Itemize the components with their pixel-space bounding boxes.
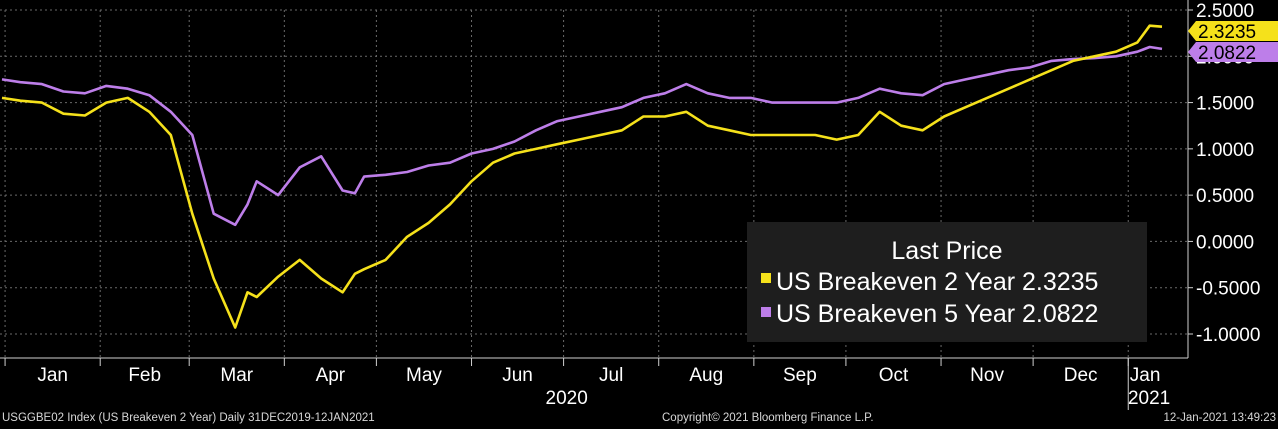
x-tick-label: Jan: [1130, 365, 1161, 386]
legend-box: [747, 222, 1147, 342]
x-tick-label: Feb: [128, 365, 161, 386]
x-axis: Jan Feb Mar Apr May Jun Jul Aug Sep Oct Nov Dec Jan2…: [0, 357, 1188, 410]
legend-title: Last Price: [891, 237, 1002, 265]
series-line-1: [1, 24, 1163, 329]
x-tick-label: May: [406, 365, 442, 386]
legend-swatch-1: [761, 273, 771, 283]
y-tick-label: 1.5000: [1196, 94, 1254, 115]
series-line-2: [1, 45, 1163, 227]
x-tick-label: Mar: [220, 365, 253, 386]
x-tick-label: Sep: [783, 365, 817, 386]
value-tag-box: [1196, 42, 1278, 62]
chart-background: [0, 0, 1278, 410]
x-tick-label: Jan: [37, 365, 68, 386]
value-tag-label: 2.0822: [1198, 43, 1256, 64]
y-axis: 2.50002.00001.50001.00000.50000.0000-0.5…: [1187, 0, 1260, 358]
x-tick-label: Jun: [502, 365, 533, 386]
footer-ticker-info: USGGBE02 Index (US Breakeven 2 Year) Dai…: [2, 412, 375, 424]
y-tick-label: -1.0000: [1196, 325, 1260, 346]
y-tick-label: -0.5000: [1196, 279, 1260, 300]
x-tick-label: Aug: [689, 365, 723, 386]
legend-entry-1: US Breakeven 2 Year 2.3235: [776, 268, 1098, 296]
x-tick-label: Nov: [970, 365, 1004, 386]
footer-timestamp: 12-Jan-2021 13:49:23: [1163, 412, 1276, 424]
x-tick-label: Oct: [879, 365, 909, 386]
y-tick-label: 1.0000: [1196, 140, 1254, 161]
value-tag-pointer: [1188, 21, 1196, 41]
value-tag-box: [1196, 21, 1278, 41]
x-year-label: 2020: [546, 388, 588, 409]
y-tick-label: 2.5000: [1196, 1, 1254, 22]
breakeven-chart: Jan Feb Mar Apr May Jun Jul Aug Sep Oct Nov Dec Jan2…: [0, 0, 1278, 410]
value-tag-label: 2.3235: [1198, 22, 1256, 43]
series-lines: [1, 24, 1163, 329]
footer-copyright: Copyright© 2021 Bloomberg Finance L.P.: [662, 412, 874, 424]
legend-entry-2: US Breakeven 5 Year 2.0822: [776, 300, 1098, 328]
y-tick-label: 0.0000: [1196, 232, 1254, 253]
x-year-label: 2021: [1128, 388, 1170, 409]
y-tick-label: 0.5000: [1196, 186, 1254, 207]
legend: Last Price US Breakeven 2 Year 2.3235 US…: [747, 222, 1147, 342]
legend-swatch-2: [761, 307, 771, 317]
x-tick-label: Jul: [599, 365, 623, 386]
x-tick-label: Apr: [316, 365, 346, 386]
x-tick-label: Dec: [1064, 365, 1098, 386]
value-tag-pointer: [1188, 42, 1196, 62]
